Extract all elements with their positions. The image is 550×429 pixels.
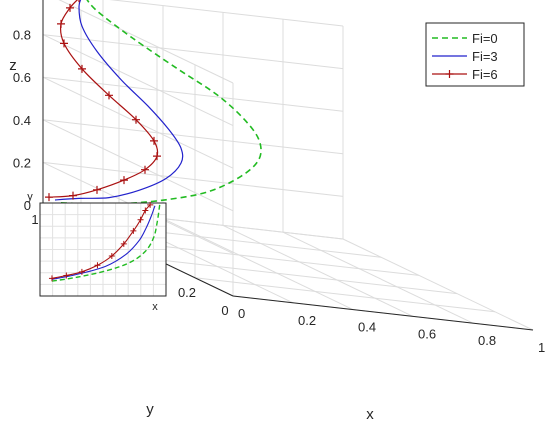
gridline-back-z-5	[109, 0, 344, 27]
gridline-floor-y-2	[156, 259, 458, 295]
inset-series-marker-2-0	[48, 275, 55, 282]
legend-marker-fi6	[445, 70, 454, 78]
inset-y-label: y	[27, 191, 33, 203]
z-tick-label: 0.4	[13, 113, 31, 128]
series-lines	[45, 0, 262, 205]
grid	[42, 0, 534, 331]
series-marker-2-0	[45, 193, 53, 202]
legend-item-fi3: Fi=3	[432, 49, 498, 64]
y-tick-label: 0	[221, 303, 228, 318]
series-marker-2-5	[153, 152, 161, 161]
gridline-floor-x-2	[162, 218, 354, 311]
legend-label-fi3: Fi=3	[472, 49, 498, 64]
inset-series-marker-2-4	[108, 253, 115, 260]
y-tick-label: 0.2	[178, 285, 196, 300]
gridline-side-z-2	[42, 119, 234, 212]
series-marker-2-8	[105, 91, 113, 100]
legend: Fi=0 Fi=3 Fi=6	[425, 22, 525, 87]
gridline-side-z-5	[58, 0, 234, 84]
x-tick-label: 0.4	[358, 320, 376, 335]
gridline-side-z-4	[42, 34, 234, 127]
gridline-back-z-1	[42, 161, 344, 197]
inset-frame	[39, 202, 167, 297]
inset-series-marker-2-5	[120, 240, 127, 247]
z-tick-label: 0.2	[13, 155, 31, 170]
legend-item-fi0: Fi=0	[432, 31, 498, 46]
gridline-side-z-3	[42, 76, 234, 169]
series-marker-2-3	[120, 176, 128, 185]
inset-series-marker-2-1	[63, 272, 70, 279]
gridline-floor-x-3	[222, 224, 414, 317]
z-tick-label: 0	[24, 198, 31, 213]
series-marker-2-4	[141, 165, 149, 174]
x-axis-label: x	[366, 406, 374, 423]
series-line-1	[54, 0, 184, 201]
inset-series-marker-2-7	[137, 216, 144, 223]
series-line-0	[60, 0, 262, 205]
series-marker-2-10	[60, 39, 68, 48]
series-marker-2-6	[150, 136, 158, 145]
series-marker-2-9	[78, 64, 86, 73]
x-axis-line	[232, 295, 534, 331]
x-tick-label: 0.2	[298, 313, 316, 328]
series-marker-2-13	[78, 0, 80, 3]
y-tick-label: 1	[31, 212, 38, 227]
x-tick-label: 0.8	[478, 333, 496, 348]
z-tick-label: 0.6	[13, 70, 31, 85]
legend-label-fi0: Fi=0	[472, 31, 498, 46]
gridline-floor-x-5	[342, 238, 534, 331]
inset-series-line-0	[51, 204, 161, 282]
inset-series-line-2	[51, 204, 151, 279]
inset-series-marker-2-8	[142, 207, 149, 214]
inset-plot	[39, 201, 167, 297]
gridline-floor-x-4	[282, 231, 474, 324]
inset-series-marker-2-2	[78, 268, 85, 275]
gridline-back-z-4	[42, 34, 344, 70]
inset-series-line-1	[51, 205, 156, 280]
series-marker-2-11	[57, 19, 65, 28]
legend-label-fi6: Fi=6	[472, 67, 498, 82]
legend-item-fi6: Fi=6	[432, 67, 498, 82]
z-tick-label: 0.8	[13, 28, 31, 43]
inset-series-marker-2-9	[147, 201, 154, 208]
x-tick-label: 0	[238, 306, 245, 321]
inset-x-label: x	[152, 301, 158, 313]
gridline-back-z-3	[42, 76, 344, 112]
series-marker-2-1	[69, 191, 77, 200]
x-tick-label: 1	[538, 340, 545, 355]
series-marker-2-7	[132, 115, 140, 124]
series-marker-2-2	[93, 185, 101, 194]
legend-box	[425, 22, 525, 87]
series-marker-2-12	[66, 3, 74, 12]
inset-series-marker-2-3	[94, 262, 101, 269]
gridline-floor-y-1	[194, 277, 496, 313]
x-tick-label: 0.6	[418, 326, 436, 341]
y-axis-label: y	[146, 401, 154, 418]
inset-series-marker-2-6	[130, 227, 137, 234]
gridline-back-z-2	[42, 119, 344, 155]
z-axis-label: z	[9, 57, 17, 74]
gridline-floor-y-3	[118, 240, 420, 276]
